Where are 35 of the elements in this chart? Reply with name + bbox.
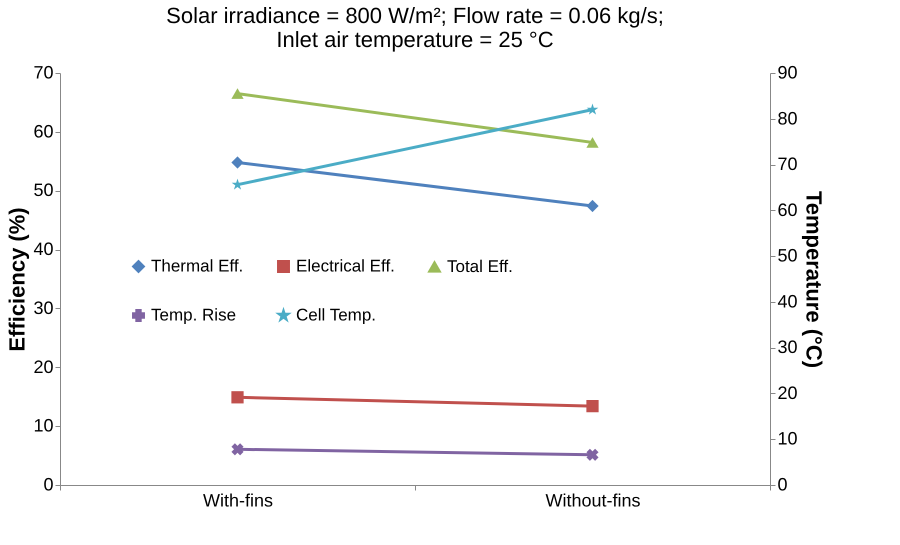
point (231, 443, 244, 456)
y2-tick-label: 20 (778, 382, 798, 403)
y-tick-label: 10 (33, 416, 54, 436)
y2-tick-label: 0 (778, 474, 788, 494)
point (586, 104, 598, 115)
y2-axis-title: Temperature (°C) (802, 190, 827, 368)
y2-tick-label: 80 (778, 108, 798, 128)
y2-tick-label: 60 (778, 200, 798, 220)
y2-tick-label: 50 (778, 246, 798, 266)
y2-tick-label: 30 (778, 337, 798, 358)
legend-label: Total Eff. (447, 256, 513, 276)
legend-label: Temp. Rise (151, 306, 236, 324)
y-tick-label: 0 (43, 474, 54, 494)
y-tick-label: 40 (33, 239, 54, 260)
point (231, 391, 244, 404)
point (586, 200, 599, 212)
x-tick-label: With-fins (202, 490, 274, 510)
y2-tick-label: 10 (778, 428, 798, 449)
y-tick-label: 70 (33, 62, 54, 82)
point (586, 400, 599, 412)
y2-tick-label: 70 (778, 154, 798, 174)
y2-tick-label: 40 (778, 291, 798, 312)
y2-tick-label: 90 (778, 62, 798, 82)
legend-label: Cell Temp. (296, 306, 376, 324)
y-tick-label: 30 (33, 298, 54, 318)
y-tick-label: 20 (33, 356, 54, 377)
y-tick-label: 50 (33, 180, 54, 200)
y-tick-label: 60 (33, 121, 54, 142)
chart-title: Solar irradiance = 800 W/m²; Flow rate = 0.06 kg/s; Inlet air temperature = 25 °C (166, 3, 664, 52)
point (231, 156, 244, 169)
point (586, 448, 599, 461)
y-axis-title: Efficiency (%) (4, 207, 30, 352)
legend-label: Thermal Eff. (151, 256, 244, 276)
legend-label: Electrical Eff. (296, 256, 395, 276)
x-tick-label: Without-fins (545, 490, 641, 510)
